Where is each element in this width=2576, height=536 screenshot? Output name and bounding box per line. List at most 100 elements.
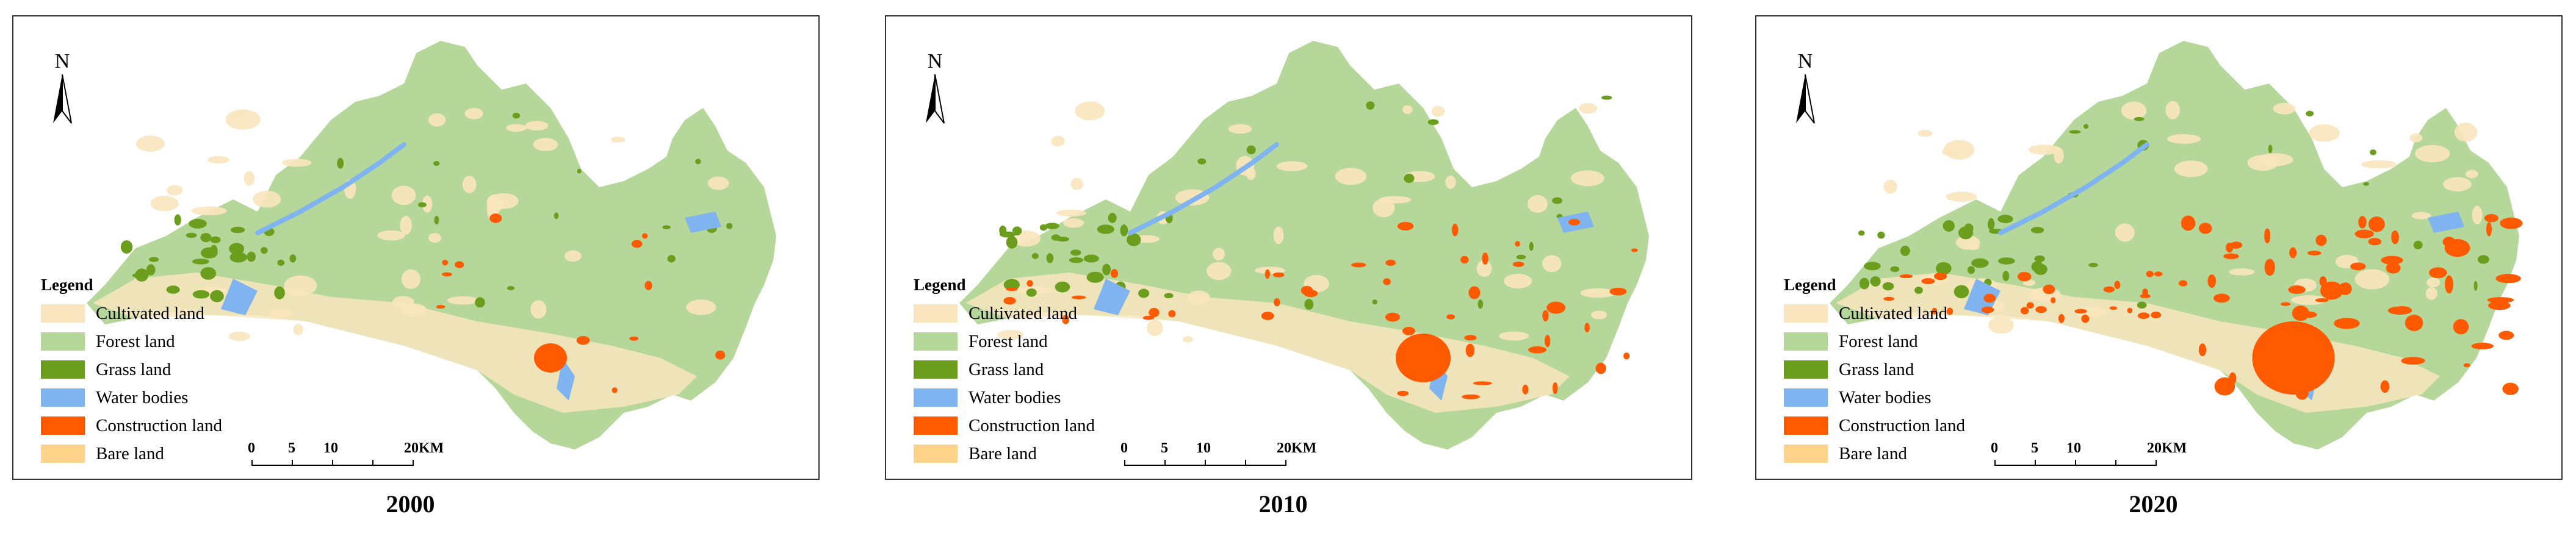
construction-land-patch (1568, 219, 1581, 226)
construction-land-patch (1552, 382, 1558, 395)
construction-land-patch (1482, 252, 1488, 265)
grass-land-patch (1967, 266, 1975, 274)
grass-land-patch (274, 286, 285, 299)
grass-land-patch (229, 243, 245, 255)
construction-land-patch (1983, 293, 1996, 303)
construction-land-patch (1468, 286, 1481, 299)
cultivated-patch (2115, 223, 2135, 242)
scale-tick (251, 460, 253, 466)
construction-land-patch (2114, 281, 2121, 290)
legend-item-grass: Grass land (914, 356, 1095, 384)
grass-land-patch (417, 202, 427, 208)
cultivated-patch (1213, 248, 1225, 260)
scale-tick (413, 460, 414, 466)
construction-land-patch (1272, 272, 1285, 277)
cultivated-patch (1591, 310, 1607, 320)
construction-land-patch (715, 350, 726, 360)
scale-tick (1994, 460, 1996, 466)
construction-land-patch (2453, 319, 2469, 335)
cultivated-patch (270, 308, 293, 318)
cultivated-patch (232, 113, 245, 120)
cultivated-patch (610, 136, 626, 143)
grass-land-patch (1516, 254, 1526, 260)
construction-land-patch (1546, 301, 1566, 314)
construction-land-patch (2391, 230, 2399, 245)
grass-land-patch (2473, 281, 2478, 291)
legend-swatch (914, 388, 958, 407)
cultivated-patch (1075, 101, 1105, 121)
construction-land-patch (2386, 262, 2401, 274)
construction-land-patch (2178, 280, 2188, 287)
legend-label: Forest land (969, 331, 1048, 351)
legend-item-water: Water bodies (41, 384, 222, 412)
cultivated-patch (1988, 316, 2015, 334)
map-panel-2000: N Legend Cultivated land Forest land Gra… (0, 0, 821, 536)
grass-land-patch (1246, 145, 1256, 155)
cultivated-patch (2411, 212, 2431, 220)
construction-land-patch (1142, 315, 1155, 320)
cultivated-patch (2409, 133, 2423, 143)
cultivated-patch (2273, 102, 2296, 115)
cultivated-patch (2165, 101, 2180, 120)
grass-land-patch (1102, 263, 1111, 276)
scale-tick (1164, 460, 1166, 466)
legend-label: Bare land (969, 443, 1037, 463)
legend-item-bare: Bare land (1784, 440, 1965, 468)
grass-land-patch (1997, 215, 2013, 223)
river (1998, 142, 2149, 235)
construction-land-patch (612, 387, 618, 393)
cultivated-patch (1056, 209, 1086, 217)
cultivated-patch (2361, 160, 2397, 169)
construction-land-patch (2288, 285, 2306, 295)
construction-land-patch (2074, 309, 2087, 314)
river (1128, 142, 1279, 235)
construction-land-patch (1397, 222, 1414, 230)
cultivated-patch (2309, 124, 2340, 142)
cultivated-patch (1967, 243, 1980, 251)
legend-label: Cultivated land (1839, 303, 1947, 323)
grass-land-patch (1529, 241, 1534, 251)
cultivated-patch (447, 296, 480, 305)
cultivated-patch (565, 250, 582, 262)
construction-land-patch (1110, 269, 1119, 278)
construction-land-patch (2264, 259, 2275, 276)
grass-land-patch (166, 285, 180, 294)
legend-swatch (41, 332, 85, 351)
construction-land-patch (2463, 363, 2470, 368)
grass-land-patch (667, 255, 676, 263)
construction-land-patch (1402, 326, 1416, 335)
scale-tick (2156, 460, 2157, 466)
construction-land-patch (2109, 306, 2117, 310)
construction-land-patch (2334, 318, 2360, 329)
construction-land-patch (1451, 223, 1459, 237)
construction-land-patch (489, 213, 502, 223)
grass-land-patch (1882, 282, 1894, 291)
grass-land-patch (1936, 262, 1952, 275)
construction-land-patch (1512, 261, 1524, 267)
cultivated-patch (401, 303, 427, 317)
legend-label: Water bodies (969, 387, 1061, 407)
scale-label-0: 0 (1120, 440, 1128, 456)
scale-tick (1205, 460, 1206, 466)
grass-land-patch (1427, 119, 1439, 126)
cultivated-patch (377, 230, 406, 241)
construction-land-patch (576, 335, 590, 345)
construction-land-patch (2315, 298, 2329, 302)
cultivated-patch (1206, 262, 1232, 281)
grass-land-patch (1943, 220, 1955, 232)
cultivated-patch (533, 138, 558, 151)
cultivated-patch (2257, 153, 2293, 166)
cultivated-patch (506, 124, 527, 132)
legend-label: Bare land (96, 443, 164, 463)
grass-land-patch (1372, 299, 1377, 305)
north-arrow: N (41, 50, 84, 141)
construction-land-patch (2498, 331, 2514, 340)
grass-land-patch (1900, 245, 1910, 256)
grass-land-patch (577, 168, 582, 174)
construction-land-patch (2289, 247, 2297, 259)
construction-land-core (534, 343, 567, 373)
cultivated-patch (1542, 255, 1562, 273)
construction-land-patch (2429, 267, 2447, 279)
grass-land-patch (1601, 95, 1612, 100)
grass-land-patch (148, 257, 159, 262)
